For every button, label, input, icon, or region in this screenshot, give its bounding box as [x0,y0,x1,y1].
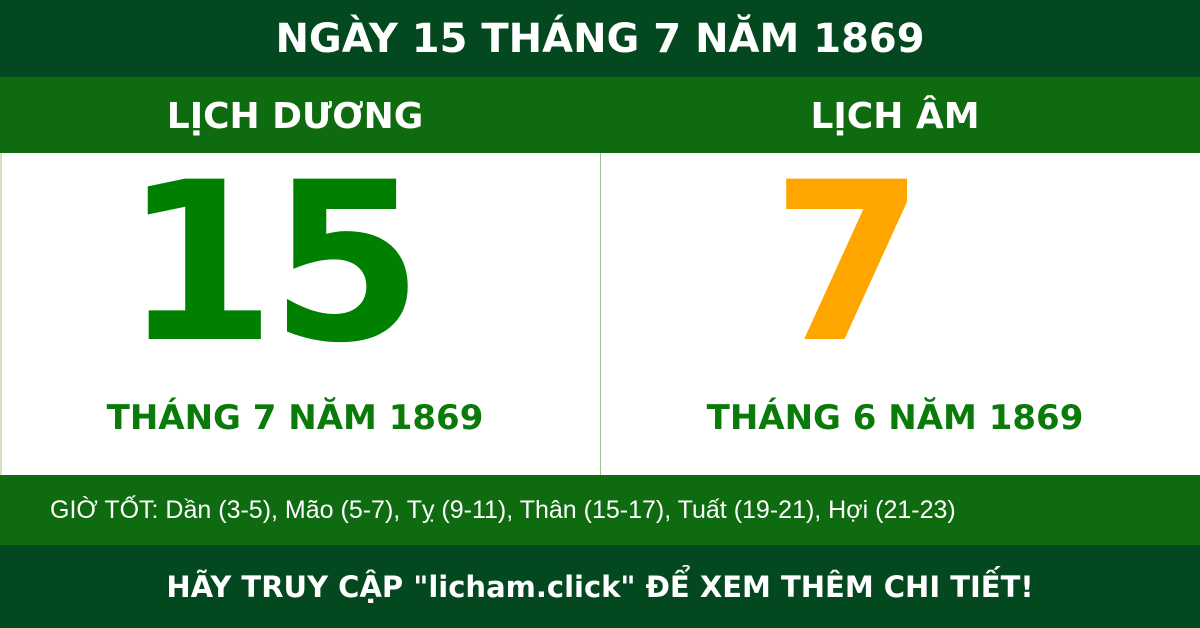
edge-line [0,153,2,475]
page-title: NGÀY 15 THÁNG 7 NĂM 1869 [0,0,1200,77]
footer-cta: HÃY TRUY CẬP "licham.click" ĐỂ XEM THÊM … [0,545,1200,628]
lunar-month-year: THÁNG 6 NĂM 1869 [706,398,1084,438]
lunar-calendar-label: LỊCH ÂM [810,96,980,137]
solar-calendar-label: LỊCH DƯƠNG [166,96,424,137]
good-hours: GIỜ TỐT: Dần (3-5), Mão (5-7), Tỵ (9-11)… [0,475,1200,545]
solar-month-year: THÁNG 7 NĂM 1869 [106,398,484,438]
divider [600,153,601,475]
lunar-day: 7 [771,135,924,391]
solar-day: 15 [122,135,423,391]
calendar-body: 15 7 THÁNG 7 NĂM 1869 THÁNG 6 NĂM 1869 [0,153,1200,475]
calendar-header: LỊCH DƯƠNG LỊCH ÂM [0,77,1200,153]
